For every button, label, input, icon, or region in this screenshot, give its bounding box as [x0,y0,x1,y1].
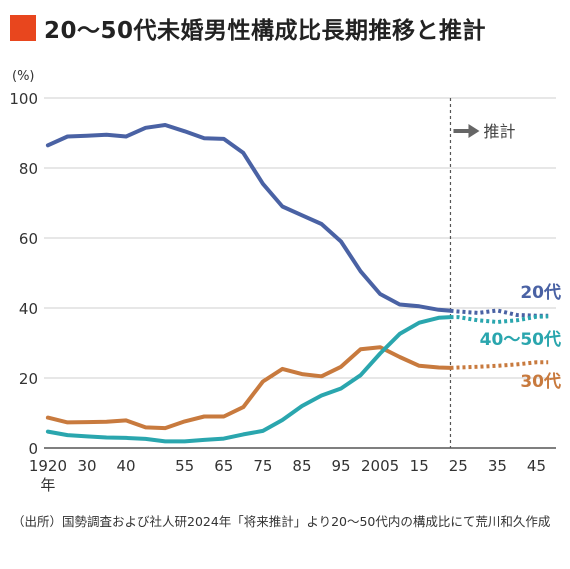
x-tick-label: 55 [175,457,194,475]
y-tick-label: 20 [19,370,38,388]
series-label-0: 20代 [520,282,561,303]
series-line-0 [45,123,453,313]
y-tick-label: 100 [9,90,38,108]
x-tick-label: 75 [253,457,272,475]
series-projection-2 [450,314,549,325]
series-line-1 [45,345,453,431]
x-tick-label: 95 [331,457,350,475]
x-axis-label: 年 [40,476,55,494]
series-line-2 [45,315,453,444]
series-label-2: 40〜50代 [480,329,561,350]
y-tick-label: 60 [19,230,38,248]
chart-title: 20〜50代未婚男性構成比長期推移と推計 [44,18,487,44]
y-tick-label: 40 [19,300,38,318]
title-marker-icon [10,15,36,41]
projection-label: 推計 [483,122,515,141]
x-tick-label: 85 [292,457,311,475]
x-tick-label: 35 [488,457,507,475]
x-tick-label: 2005 [361,457,399,475]
y-tick-label: 0 [28,440,38,458]
y-axis-unit-label: (%) [12,69,35,84]
series-label-1: 30代 [520,371,561,392]
series-projection-1 [450,360,549,370]
x-tick-label: 45 [527,457,546,475]
x-tick-label: 15 [410,457,429,475]
chart-title-row: 20〜50代未婚男性構成比長期推移と推計 [10,10,486,46]
projection-arrow-icon [468,124,480,138]
x-tick-label: 40 [117,457,136,475]
x-tick-label: 25 [449,457,468,475]
source-note: （出所）国勢調査および社人研2024年「将来推計」より20〜50代内の構成比にて… [12,514,551,529]
x-tick-label: 30 [77,457,96,475]
y-tick-label: 80 [19,160,38,178]
x-tick-label: 1920 [29,457,67,475]
x-tick-label: 65 [214,457,233,475]
series-projection-0 [450,308,549,318]
